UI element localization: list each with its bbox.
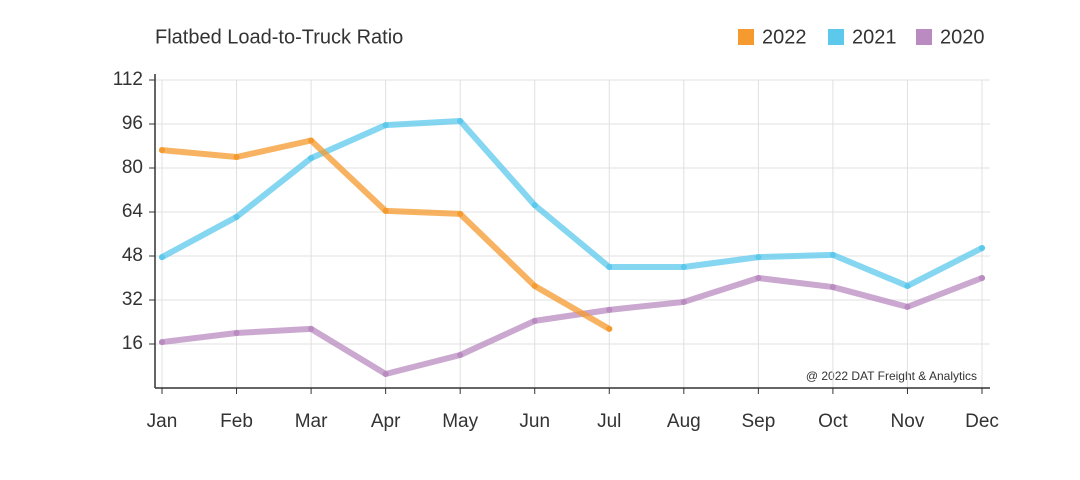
legend-label: 2021 <box>852 26 897 48</box>
x-tick-label: Oct <box>818 411 848 432</box>
x-tick-label: Aug <box>667 411 701 432</box>
point <box>829 284 836 291</box>
series-line <box>159 117 985 289</box>
point <box>755 275 762 281</box>
point <box>606 306 613 313</box>
point <box>606 325 613 332</box>
point <box>531 282 538 289</box>
point <box>680 264 687 270</box>
point <box>829 251 836 258</box>
legend-label: 2022 <box>762 26 807 48</box>
x-tick-label: May <box>442 411 478 432</box>
y-tick-label: 112 <box>113 69 143 90</box>
point <box>382 122 389 129</box>
annotation: @ 2022 DAT Freight & Analytics <box>806 369 977 383</box>
point <box>531 202 538 209</box>
y-tick-label: 48 <box>122 245 143 266</box>
point <box>904 282 911 289</box>
series-line <box>159 275 985 377</box>
x-tick-label: Dec <box>965 411 999 432</box>
point <box>680 298 687 305</box>
legend-label: 2020 <box>940 26 985 48</box>
point <box>308 137 315 144</box>
point <box>233 154 240 160</box>
point <box>308 325 315 332</box>
x-tick-label: Feb <box>220 411 253 432</box>
y-tick-label: 32 <box>122 289 143 310</box>
point <box>457 117 464 124</box>
point <box>606 264 613 270</box>
point <box>159 147 165 154</box>
point <box>382 370 389 377</box>
point <box>457 352 464 358</box>
x-tick-label: Mar <box>295 411 328 432</box>
y-tick-label: 16 <box>122 333 143 354</box>
legend-swatch <box>916 29 932 45</box>
point <box>755 254 762 261</box>
point <box>531 317 538 324</box>
point <box>233 330 240 336</box>
y-tick-label: 80 <box>122 157 143 178</box>
x-tick-label: Nov <box>891 411 925 432</box>
point <box>979 245 985 252</box>
point <box>382 207 389 214</box>
legend-swatch <box>828 29 844 45</box>
y-tick-label: 64 <box>122 201 144 222</box>
point <box>904 303 911 310</box>
x-tick-label: Sep <box>741 411 775 432</box>
y-tick-label: 96 <box>122 113 143 134</box>
chart-title: Flatbed Load-to-Truck Ratio <box>155 26 403 48</box>
point <box>159 339 165 346</box>
point <box>457 210 464 217</box>
point <box>159 254 165 261</box>
point <box>233 213 240 220</box>
x-tick-label: Jan <box>147 411 178 432</box>
x-tick-label: Jul <box>597 411 621 432</box>
x-tick-label: Jun <box>519 411 550 432</box>
point <box>979 275 985 281</box>
x-tick-label: Apr <box>371 411 401 432</box>
point <box>308 155 315 162</box>
legend-swatch <box>738 29 754 45</box>
